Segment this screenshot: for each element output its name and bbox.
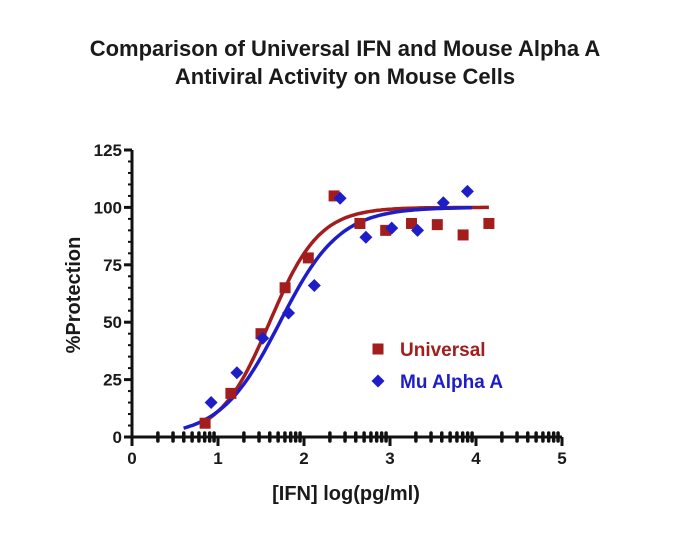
- legend-label: Universal: [400, 340, 486, 361]
- data-point: [457, 229, 469, 241]
- data-point: [359, 230, 373, 244]
- chart-title: Comparison of Universal IFN and Mouse Al…: [90, 36, 601, 89]
- data-point: [333, 191, 347, 205]
- data-point: [302, 252, 314, 264]
- data-point: [328, 190, 340, 202]
- y-tick-label: 100: [94, 198, 122, 217]
- data-point: [230, 366, 244, 380]
- y-tick-label: 0: [113, 428, 122, 447]
- x-tick-label: 0: [127, 449, 136, 468]
- data-point: [380, 224, 392, 236]
- data-point: [385, 221, 399, 235]
- plot-area: 0 25 50 75 100 125 0 1 2 3 4 5 Universal Mu Alpha A: [94, 141, 567, 468]
- data-point: [411, 223, 425, 237]
- y-tick-label: 125: [94, 141, 122, 160]
- data-point: [406, 217, 417, 229]
- data-point: [204, 396, 218, 410]
- x-tick-label: 1: [213, 449, 222, 468]
- y-tick-label: 75: [103, 256, 122, 275]
- chart-title-line-1: Comparison of Universal IFN and Mouse Al…: [90, 36, 601, 61]
- x-tick-label: 5: [557, 449, 566, 468]
- data-point: [279, 282, 291, 294]
- data-point: [483, 217, 495, 229]
- data-point: [199, 417, 211, 429]
- data-point: [431, 219, 443, 231]
- x-axis-label: [IFN] log(pg/ml): [272, 483, 420, 505]
- data-point: [354, 217, 366, 229]
- y-tick-label: 25: [103, 371, 122, 390]
- x-tick-label: 4: [471, 449, 481, 468]
- fit-curve: [183, 206, 472, 430]
- legend-marker: [371, 374, 385, 388]
- legend-label: Mu Alpha A: [400, 372, 503, 393]
- x-tick-label: 2: [299, 449, 308, 468]
- data-point: [256, 331, 270, 345]
- data-point: [282, 306, 296, 320]
- y-tick-label: 50: [103, 313, 122, 332]
- data-point: [307, 278, 321, 292]
- legend-marker: [372, 343, 384, 355]
- data-point: [436, 196, 450, 210]
- data-point: [225, 387, 237, 399]
- chart-title-line-2: Antiviral Activity on Mouse Cells: [175, 64, 515, 89]
- x-tick-label: 3: [385, 449, 394, 468]
- y-axis-label: %Protection: [63, 237, 85, 354]
- data-point: [460, 184, 474, 198]
